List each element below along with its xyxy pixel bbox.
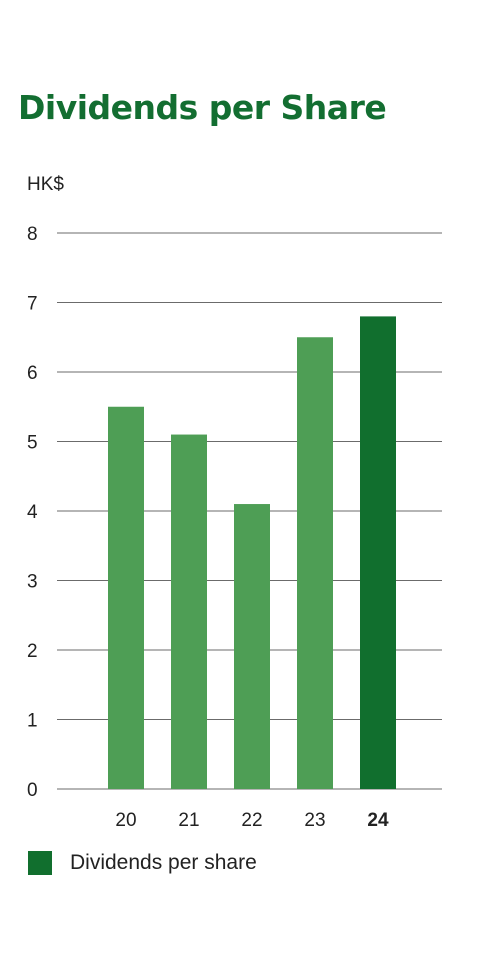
legend-label: Dividends per share [70,851,257,874]
x-tick-label: 21 [178,810,199,831]
y-tick-label: 0 [27,780,38,801]
y-axis-unit-label: HK$ [27,174,64,195]
bar [234,504,270,789]
x-tick-label: 20 [115,810,136,831]
legend: Dividends per share [28,851,257,875]
x-axis-ticks: 20 21 22 23 24 [115,810,389,831]
y-tick-label: 6 [27,363,38,384]
x-tick-label: 23 [304,810,325,831]
bar [297,337,333,789]
y-tick-label: 1 [27,711,38,732]
chart-title: Dividends per Share [18,88,387,127]
bar [360,316,396,789]
y-tick-label: 4 [27,502,38,523]
y-tick-label: 2 [27,641,38,662]
x-tick-label: 24 [367,810,389,831]
y-tick-label: 7 [27,294,38,315]
y-axis-ticks: 0 1 2 3 4 5 6 7 8 [27,224,38,801]
bars [108,316,396,789]
bar [171,434,207,789]
bar [108,406,144,789]
x-tick-label: 22 [241,810,262,831]
y-tick-label: 8 [27,224,38,245]
legend-swatch [28,851,52,875]
y-tick-label: 5 [27,433,38,454]
y-tick-label: 3 [27,572,38,593]
